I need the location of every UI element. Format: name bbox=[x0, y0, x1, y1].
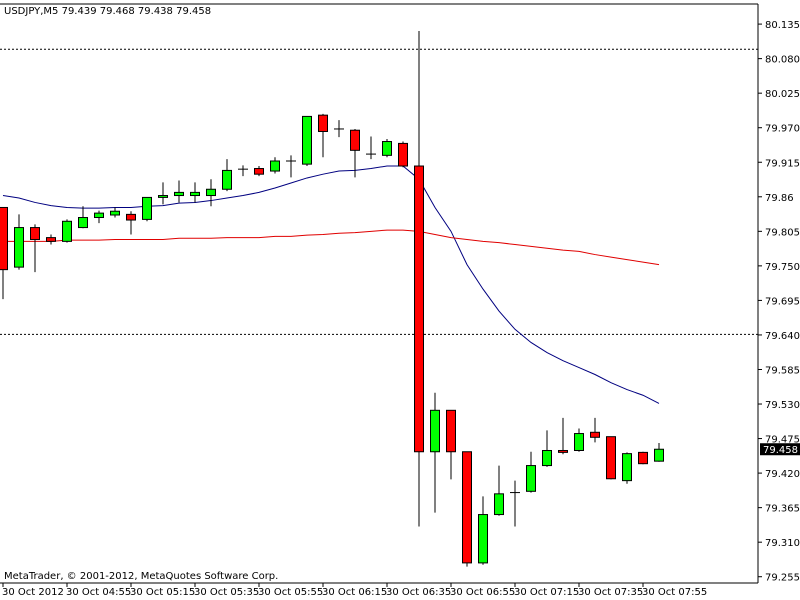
candle-body bbox=[542, 449, 552, 467]
y-tick-label: 80.025 bbox=[765, 89, 800, 100]
candle-body bbox=[318, 114, 328, 132]
candle-body bbox=[414, 165, 424, 453]
candle-body bbox=[78, 217, 88, 229]
x-tick-label: 30 Oct 06:55 bbox=[450, 587, 515, 598]
candle-body bbox=[46, 237, 56, 242]
candle-body bbox=[270, 160, 280, 172]
x-tick-label: 30 Oct 05:35 bbox=[194, 587, 259, 598]
x-tick-label: 30 Oct 07:15 bbox=[514, 587, 579, 598]
last-price-box bbox=[760, 443, 800, 456]
plot-area bbox=[0, 31, 758, 567]
candle-body bbox=[302, 115, 312, 165]
candle-body bbox=[606, 436, 616, 480]
x-tick-label: 30 Oct 2012 bbox=[2, 587, 64, 598]
y-tick-label: 79.970 bbox=[765, 124, 800, 135]
candle-body bbox=[382, 141, 392, 156]
x-tick-label: 30 Oct 05:15 bbox=[130, 587, 195, 598]
candle-body bbox=[142, 196, 152, 220]
y-tick-label: 79.420 bbox=[765, 469, 800, 480]
candle-body bbox=[14, 227, 24, 268]
chart-title: USDJPY,M5 79.439 79.468 79.438 79.458 bbox=[4, 6, 211, 17]
last-price-label: 79.458 bbox=[763, 445, 798, 456]
candle-body bbox=[526, 465, 536, 492]
candle-body bbox=[62, 220, 72, 242]
candle-body bbox=[574, 433, 584, 451]
moving-average bbox=[3, 229, 660, 266]
y-tick-label: 80.135 bbox=[765, 20, 800, 31]
y-tick-label: 79.310 bbox=[765, 538, 800, 549]
y-tick-label: 79.530 bbox=[765, 400, 800, 411]
moving-average bbox=[2, 165, 660, 404]
y-tick-label: 79.86 bbox=[765, 193, 794, 204]
y-tick-label: 79.365 bbox=[765, 504, 800, 515]
y-tick-label: 79.475 bbox=[765, 435, 800, 446]
y-tick-label: 79.640 bbox=[765, 331, 800, 342]
candle-body bbox=[638, 451, 648, 465]
candle-body bbox=[30, 227, 40, 240]
y-tick-label: 79.585 bbox=[765, 365, 800, 376]
candle-body bbox=[206, 188, 216, 197]
y-tick-label: 79.750 bbox=[765, 262, 800, 273]
candle-body bbox=[110, 210, 120, 216]
candle-body bbox=[590, 431, 600, 438]
candle-body bbox=[222, 169, 232, 190]
x-tick-label: 30 Oct 04:55 bbox=[66, 587, 131, 598]
candle-body bbox=[478, 514, 488, 564]
candle-body bbox=[558, 449, 568, 453]
candle-body bbox=[494, 493, 504, 516]
candle-body bbox=[94, 212, 104, 219]
copyright: MetaTrader, © 2001-2012, MetaQuotes Soft… bbox=[4, 571, 278, 582]
candle-body bbox=[430, 409, 440, 453]
y-tick-label: 79.915 bbox=[765, 158, 800, 169]
y-tick-label: 79.805 bbox=[765, 227, 800, 238]
x-tick-label: 30 Oct 07:55 bbox=[642, 587, 707, 598]
candle-body bbox=[350, 129, 360, 151]
candle-body bbox=[398, 142, 408, 167]
x-tick-label: 30 Oct 07:35 bbox=[578, 587, 643, 598]
x-tick-label: 30 Oct 06:15 bbox=[322, 587, 387, 598]
candle-body bbox=[446, 409, 456, 453]
y-tick-label: 79.255 bbox=[765, 573, 800, 584]
candle-body bbox=[158, 195, 168, 198]
candle-body bbox=[462, 451, 472, 564]
y-tick-label: 80.080 bbox=[765, 55, 800, 66]
candle-body bbox=[0, 206, 8, 271]
candle-body bbox=[622, 453, 632, 482]
candle-body bbox=[254, 168, 264, 175]
candle-body bbox=[190, 191, 200, 197]
candle-body bbox=[654, 448, 664, 462]
x-tick-label: 30 Oct 06:35 bbox=[386, 587, 451, 598]
x-tick-label: 30 Oct 05:55 bbox=[258, 587, 323, 598]
candle-body bbox=[126, 213, 136, 221]
y-tick-label: 79.695 bbox=[765, 296, 800, 307]
candle-body bbox=[174, 191, 184, 197]
